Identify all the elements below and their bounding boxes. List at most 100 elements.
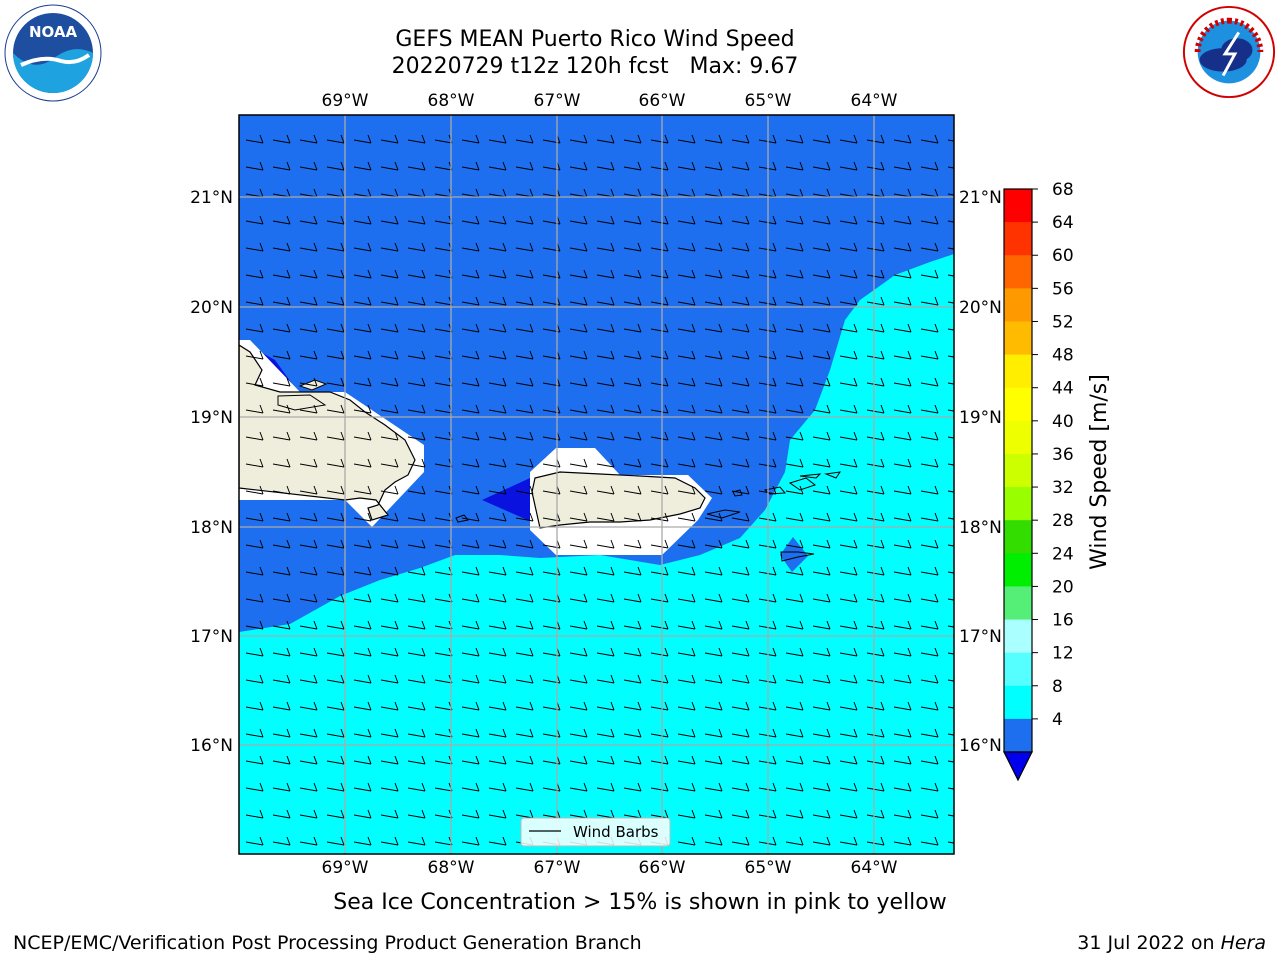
wind-barb [461, 377, 480, 387]
colorbar-segment [1004, 189, 1032, 223]
wind-barb [380, 134, 399, 144]
wind-barb [839, 755, 858, 765]
wind-barb [488, 323, 507, 333]
wind-barb [353, 782, 372, 792]
wind-barb [245, 377, 264, 387]
wind-barb [866, 350, 885, 360]
wind-barb [677, 539, 696, 549]
wind-barb [245, 728, 264, 738]
wind-barb [947, 706, 954, 709]
wind-barb [380, 674, 399, 684]
wind-barb [947, 733, 954, 736]
wind-barb [461, 809, 480, 819]
wind-barb [920, 161, 939, 171]
wind-barb [920, 485, 939, 495]
wind-barb [893, 755, 912, 765]
wind-barb [326, 269, 345, 279]
wind-barb [407, 377, 426, 387]
wind-barb [947, 760, 954, 763]
wind-barb [947, 382, 954, 385]
wind-barb [893, 350, 912, 360]
wind-barb [839, 836, 858, 846]
wind-barb [731, 728, 750, 738]
wind-barb [650, 620, 669, 630]
wind-barb [731, 350, 750, 360]
wind-barb [461, 242, 480, 252]
wind-barb [677, 485, 696, 495]
wind-barb [569, 485, 588, 495]
wind-barb [839, 458, 858, 468]
wind-barb [785, 377, 804, 387]
wind-barb [947, 139, 954, 142]
wind-barb [839, 593, 858, 603]
wind-barb [272, 782, 291, 792]
lon-label: 65°W [745, 858, 792, 878]
lon-label: 67°W [534, 91, 581, 111]
wind-barb [353, 458, 372, 468]
wind-barb [812, 809, 831, 819]
wind-barb [326, 539, 345, 549]
wind-barb [326, 728, 345, 738]
colorbar-segment [1004, 420, 1032, 455]
wind-barb [245, 134, 264, 144]
wind-barb [704, 512, 723, 522]
wind-barb [272, 836, 291, 846]
wind-barb [623, 755, 642, 765]
noaa-logo-text: NOAA [29, 23, 78, 41]
wind-barb [596, 323, 615, 333]
wind-barb [839, 161, 858, 171]
lon-label: 64°W [851, 858, 898, 878]
wind-barb [245, 269, 264, 279]
wind-barb [488, 431, 507, 441]
lon-label: 69°W [322, 91, 369, 111]
colorbar: 68 64 60 56 52 48 44 40 36 32 28 24 20 16 12 8 4 [1003, 180, 1074, 782]
wind-barb [785, 593, 804, 603]
wind-barb [326, 242, 345, 252]
wind-barb [272, 566, 291, 576]
wind-barb [488, 377, 507, 387]
wind-barb [569, 269, 588, 279]
wind-barb [461, 161, 480, 171]
colorbar-tick-label: 28 [1052, 511, 1074, 531]
wind-barb [704, 620, 723, 630]
wind-barb [812, 350, 831, 360]
wind-barb [785, 836, 804, 846]
wind-barb [407, 539, 426, 549]
wind-barb [785, 134, 804, 144]
wind-barb [488, 539, 507, 549]
wind-barb [839, 485, 858, 495]
wind-barb [812, 323, 831, 333]
wind-barb [920, 728, 939, 738]
wind-barb [488, 647, 507, 657]
wind-barb [650, 674, 669, 684]
wind-barb [272, 323, 291, 333]
wind-barb [812, 593, 831, 603]
wind-barb [893, 215, 912, 225]
wind-barb [461, 728, 480, 738]
wind-barb [677, 377, 696, 387]
colorbar-extend-arrow [1003, 751, 1033, 782]
wind-barb [920, 242, 939, 252]
wind-barb [704, 539, 723, 549]
wind-barb [515, 431, 534, 441]
wind-barb [731, 242, 750, 252]
wind-barb [488, 728, 507, 738]
wind-barb [785, 701, 804, 711]
virgin-islands [732, 471, 842, 497]
wind-barb [380, 647, 399, 657]
wind-barb [272, 377, 291, 387]
wind-barb [245, 296, 264, 306]
wind-barb [623, 323, 642, 333]
lat-label: 16°N [190, 736, 233, 756]
colorbar-segment [1004, 288, 1032, 322]
wind-barb [785, 539, 804, 549]
map-frame [238, 114, 955, 855]
wind-barb [326, 161, 345, 171]
wind-barb [893, 728, 912, 738]
wind-barb [407, 431, 426, 441]
wind-barb [677, 323, 696, 333]
wind-barb [920, 539, 939, 549]
wind-barb [596, 701, 615, 711]
wind-barb [731, 782, 750, 792]
wind-barb [299, 701, 318, 711]
